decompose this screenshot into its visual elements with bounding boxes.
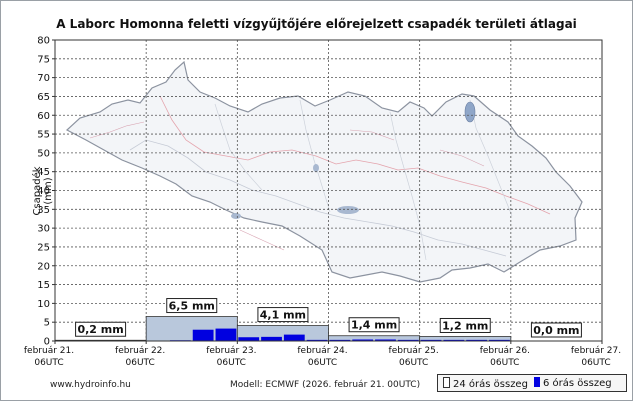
legend-swatch-6h <box>534 377 540 387</box>
legend-label-6h: 6 órás összeg <box>543 378 612 389</box>
y-tick-label: 25 <box>37 242 50 253</box>
daily-label-text: 0,2 mm <box>77 323 123 336</box>
x-tick-date: február 26. <box>480 346 530 356</box>
daily-label-text: 1,4 mm <box>351 319 397 332</box>
daily-label-text: 6,5 mm <box>169 300 215 313</box>
daily-labels: 0,2 mm 6,5 mm 4,1 mm 1,4 mm 1,2 mm 0,0 mm <box>75 298 582 338</box>
y-tick-label: 30 <box>37 224 50 235</box>
sixhour-bar <box>397 339 419 341</box>
x-tick-time: 06UTC <box>399 358 428 368</box>
x-tick-date: február 25. <box>389 346 439 356</box>
y-tick-label: 50 <box>37 148 50 159</box>
daily-label-box <box>439 317 491 333</box>
grid-lines <box>55 39 602 341</box>
sixhour-bar <box>352 339 374 341</box>
y-tick-label: 35 <box>37 205 50 216</box>
daily-label: 6,5 mm <box>166 298 218 314</box>
legend-swatch-24h <box>443 377 450 388</box>
y-tick-label: 70 <box>37 73 50 84</box>
y-tick-label: 0 <box>44 337 50 348</box>
x-tick-time: 06UTC <box>581 358 610 368</box>
y-tick-label: 80 <box>37 36 50 47</box>
source-url: www.hydroinfo.hu <box>50 380 131 390</box>
y-tick-label: 55 <box>37 130 50 141</box>
sixhour-bar <box>466 339 488 341</box>
sixhour-bar <box>375 339 396 341</box>
x-tick-date: február 22. <box>115 346 165 356</box>
x-tick-time: 06UTC <box>34 358 63 368</box>
sixhour-bar <box>306 339 328 341</box>
y-axis-label: Csapadék (mm) <box>32 166 54 216</box>
legend-label-24h: 24 órás összeg <box>453 379 528 390</box>
daily-label-text: 0,0 mm <box>533 324 579 337</box>
y-tick-label: 75 <box>37 54 50 65</box>
sixhour-bar <box>420 339 442 341</box>
daily-label: 0,2 mm <box>75 321 127 337</box>
sixhour-bar <box>238 337 260 341</box>
x-tick-date: február 21. <box>24 346 74 356</box>
y-tick-label: 5 <box>44 318 50 329</box>
y-tick-label: 65 <box>37 92 50 103</box>
y-tick-label: 40 <box>37 186 50 197</box>
x-tick-time: 06UTC <box>490 358 519 368</box>
sixhour-bar <box>443 339 465 341</box>
sixhour-bar <box>329 339 351 341</box>
x-tick-date: február 24. <box>297 346 347 356</box>
y-tick-label: 45 <box>37 167 50 178</box>
x-tick-time: 06UTC <box>308 358 337 368</box>
y-tick-label: 15 <box>37 280 50 291</box>
daily-label: 1,4 mm <box>348 317 400 333</box>
x-tick-labels: február 21. 06UTC február 22. 06UTC február … <box>24 341 621 368</box>
daily-label-box <box>166 298 218 314</box>
daily-label-box <box>530 322 582 338</box>
legend: 24 órás összeg 6 órás összeg <box>437 374 627 392</box>
legend-item-6h: 6 órás összeg <box>534 377 612 389</box>
x-tick-time: 06UTC <box>217 358 246 368</box>
model-info: Modell: ECMWF (2026. február 21. 00UTC) <box>230 380 421 390</box>
y-tick-label: 60 <box>37 111 50 122</box>
sixhour-bar <box>261 336 282 341</box>
x-tick-date: február 27. <box>571 346 621 356</box>
chart-title: A Laborc Homonna feletti vízgyűjtőjére e… <box>56 17 577 31</box>
daily-label: 4,1 mm <box>257 307 309 323</box>
sixhour-bar <box>489 339 510 341</box>
sixhour-bar <box>215 328 237 341</box>
daily-label-text: 1,2 mm <box>442 319 488 332</box>
daily-label: 1,2 mm <box>439 317 491 333</box>
daily-label-text: 4,1 mm <box>260 309 306 322</box>
y-tick-labels: 0 5 10 15 20 25 30 35 40 45 50 55 60 65 70 75 80 <box>37 36 55 348</box>
y-tick-label: 20 <box>37 261 50 272</box>
daily-label-box <box>75 321 127 337</box>
x-tick-date: február 23. <box>206 346 256 356</box>
x-tick-time: 06UTC <box>126 358 155 368</box>
daily-label-box <box>348 317 400 333</box>
y-tick-label: 10 <box>37 299 50 310</box>
sixhour-bar <box>283 334 305 341</box>
daily-label-box <box>257 307 309 323</box>
legend-item-24h: 24 órás összeg <box>443 377 528 390</box>
daily-label: 0,0 mm <box>530 322 582 338</box>
sixhour-bar <box>192 329 214 341</box>
